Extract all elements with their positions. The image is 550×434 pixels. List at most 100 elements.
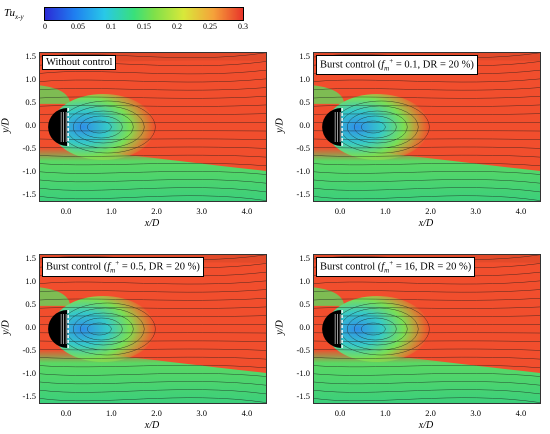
y-tick-label: 1.0 xyxy=(299,275,310,286)
streamline xyxy=(314,348,540,351)
x-tick-label: 1.0 xyxy=(106,206,117,216)
y-tick-label: -0.5 xyxy=(22,143,36,154)
streamline xyxy=(314,306,540,309)
colorbar-tick-label: 0.05 xyxy=(71,22,85,31)
cylinder-model xyxy=(322,108,342,146)
vortex-streamline xyxy=(354,317,397,341)
y-tick-label: -1.0 xyxy=(22,368,36,379)
vortex-streamline xyxy=(80,115,123,139)
vortex-streamline xyxy=(354,115,397,139)
y-tick-label: 0.0 xyxy=(25,322,36,332)
streamline xyxy=(40,163,266,167)
x-tick-label: 2.0 xyxy=(151,206,162,216)
vortex-streamline xyxy=(361,322,386,336)
x-tick-label: 2.0 xyxy=(151,408,162,418)
colorbar xyxy=(44,7,244,21)
turbulence-contour xyxy=(314,53,540,201)
vortex-streamline xyxy=(361,120,386,134)
streamline xyxy=(40,96,266,99)
streamline xyxy=(40,154,266,158)
field-upper-left xyxy=(40,85,70,104)
y-tick-label: 0.5 xyxy=(25,96,36,107)
panel-label: Burst control (fm+ = 0.1, DR = 20 %) xyxy=(316,55,478,75)
y-axis-label: y/D xyxy=(0,320,12,335)
streamline xyxy=(40,104,266,107)
streamline xyxy=(314,373,540,377)
x-axis-label: x/D xyxy=(418,218,434,229)
x-tick-label: 3.0 xyxy=(470,408,482,418)
y-tick-label: 0.5 xyxy=(299,298,310,309)
turbulence-contour xyxy=(40,255,266,403)
cylinder-model xyxy=(322,310,342,348)
streamline xyxy=(40,381,266,386)
streamline xyxy=(314,163,540,167)
colorbar-tick-label: 0.3 xyxy=(238,22,248,31)
y-tick-label: 1.5 xyxy=(25,252,36,263)
y-tick-label: 1.0 xyxy=(25,73,36,84)
streamline xyxy=(40,146,266,149)
colorbar-tick-label: 0.2 xyxy=(172,22,182,31)
y-axis-label: y/D xyxy=(274,320,286,335)
x-axis-label: x/D xyxy=(418,420,434,431)
y-tick-label: -0.5 xyxy=(296,345,310,356)
y-axis-label: y/D xyxy=(274,118,286,133)
flow-field-panel: Burst control (fm+ = 16, DR = 20 %) xyxy=(313,254,541,404)
streamline xyxy=(314,187,540,193)
streamline xyxy=(40,187,266,193)
turbulence-contour xyxy=(40,53,266,201)
streamline xyxy=(314,381,540,386)
field-upper-left xyxy=(40,287,70,306)
x-tick-label: 4.0 xyxy=(515,206,527,216)
x-tick-label: 3.0 xyxy=(196,408,208,418)
y-tick-label: -0.5 xyxy=(22,345,36,356)
flow-field-panel: Without control xyxy=(39,52,267,202)
y-tick-label: -1.5 xyxy=(296,391,310,402)
y-tick-label: 0.0 xyxy=(25,120,36,130)
colorbar-tick-label: 0.15 xyxy=(137,22,151,31)
streamline xyxy=(314,146,540,149)
y-tick-label: 1.0 xyxy=(299,73,310,84)
x-tick-label: 3.0 xyxy=(196,206,208,216)
streamline xyxy=(40,373,266,377)
field-upper-left xyxy=(314,85,344,104)
streamline xyxy=(314,365,540,369)
vortex-streamline xyxy=(347,110,408,144)
streamline xyxy=(40,179,266,184)
y-tick-label: -1.5 xyxy=(296,189,310,200)
vortex-streamline xyxy=(347,312,408,346)
x-tick-label: 2.0 xyxy=(425,408,436,418)
y-tick-label: 1.5 xyxy=(299,252,310,263)
y-tick-label: 1.5 xyxy=(299,50,310,61)
colorbar-tick-label: 0.1 xyxy=(106,22,116,31)
streamline xyxy=(40,280,266,285)
x-tick-label: 3.0 xyxy=(470,206,482,216)
x-tick-label: 0.0 xyxy=(334,408,346,418)
y-tick-label: -1.0 xyxy=(296,166,310,177)
streamline xyxy=(314,179,540,184)
x-tick-label: 0.0 xyxy=(60,408,72,418)
streamline xyxy=(40,53,266,58)
streamline xyxy=(314,356,540,360)
y-tick-label: 0.0 xyxy=(299,322,310,332)
streamline xyxy=(40,306,266,309)
x-tick-label: 1.0 xyxy=(106,408,117,418)
streamline xyxy=(314,171,540,175)
streamline xyxy=(40,78,266,83)
y-tick-label: -1.5 xyxy=(22,391,36,402)
flow-field-panel: Burst control (fm+ = 0.5, DR = 20 %) xyxy=(39,254,267,404)
streamline xyxy=(314,96,540,99)
x-axis-label: x/D xyxy=(144,420,160,431)
streamline xyxy=(314,104,540,107)
cylinder-model xyxy=(48,108,68,146)
streamline xyxy=(314,389,540,395)
streamline xyxy=(314,154,540,158)
y-tick-label: 0.5 xyxy=(299,96,310,107)
y-tick-label: 1.5 xyxy=(25,50,36,61)
streamline xyxy=(40,348,266,351)
streamline xyxy=(314,298,540,301)
y-tick-label: -0.5 xyxy=(296,143,310,154)
panel-label: Burst control (fm+ = 16, DR = 20 %) xyxy=(316,257,476,277)
streamline xyxy=(40,397,266,403)
streamline xyxy=(40,356,266,360)
streamline xyxy=(40,289,266,293)
